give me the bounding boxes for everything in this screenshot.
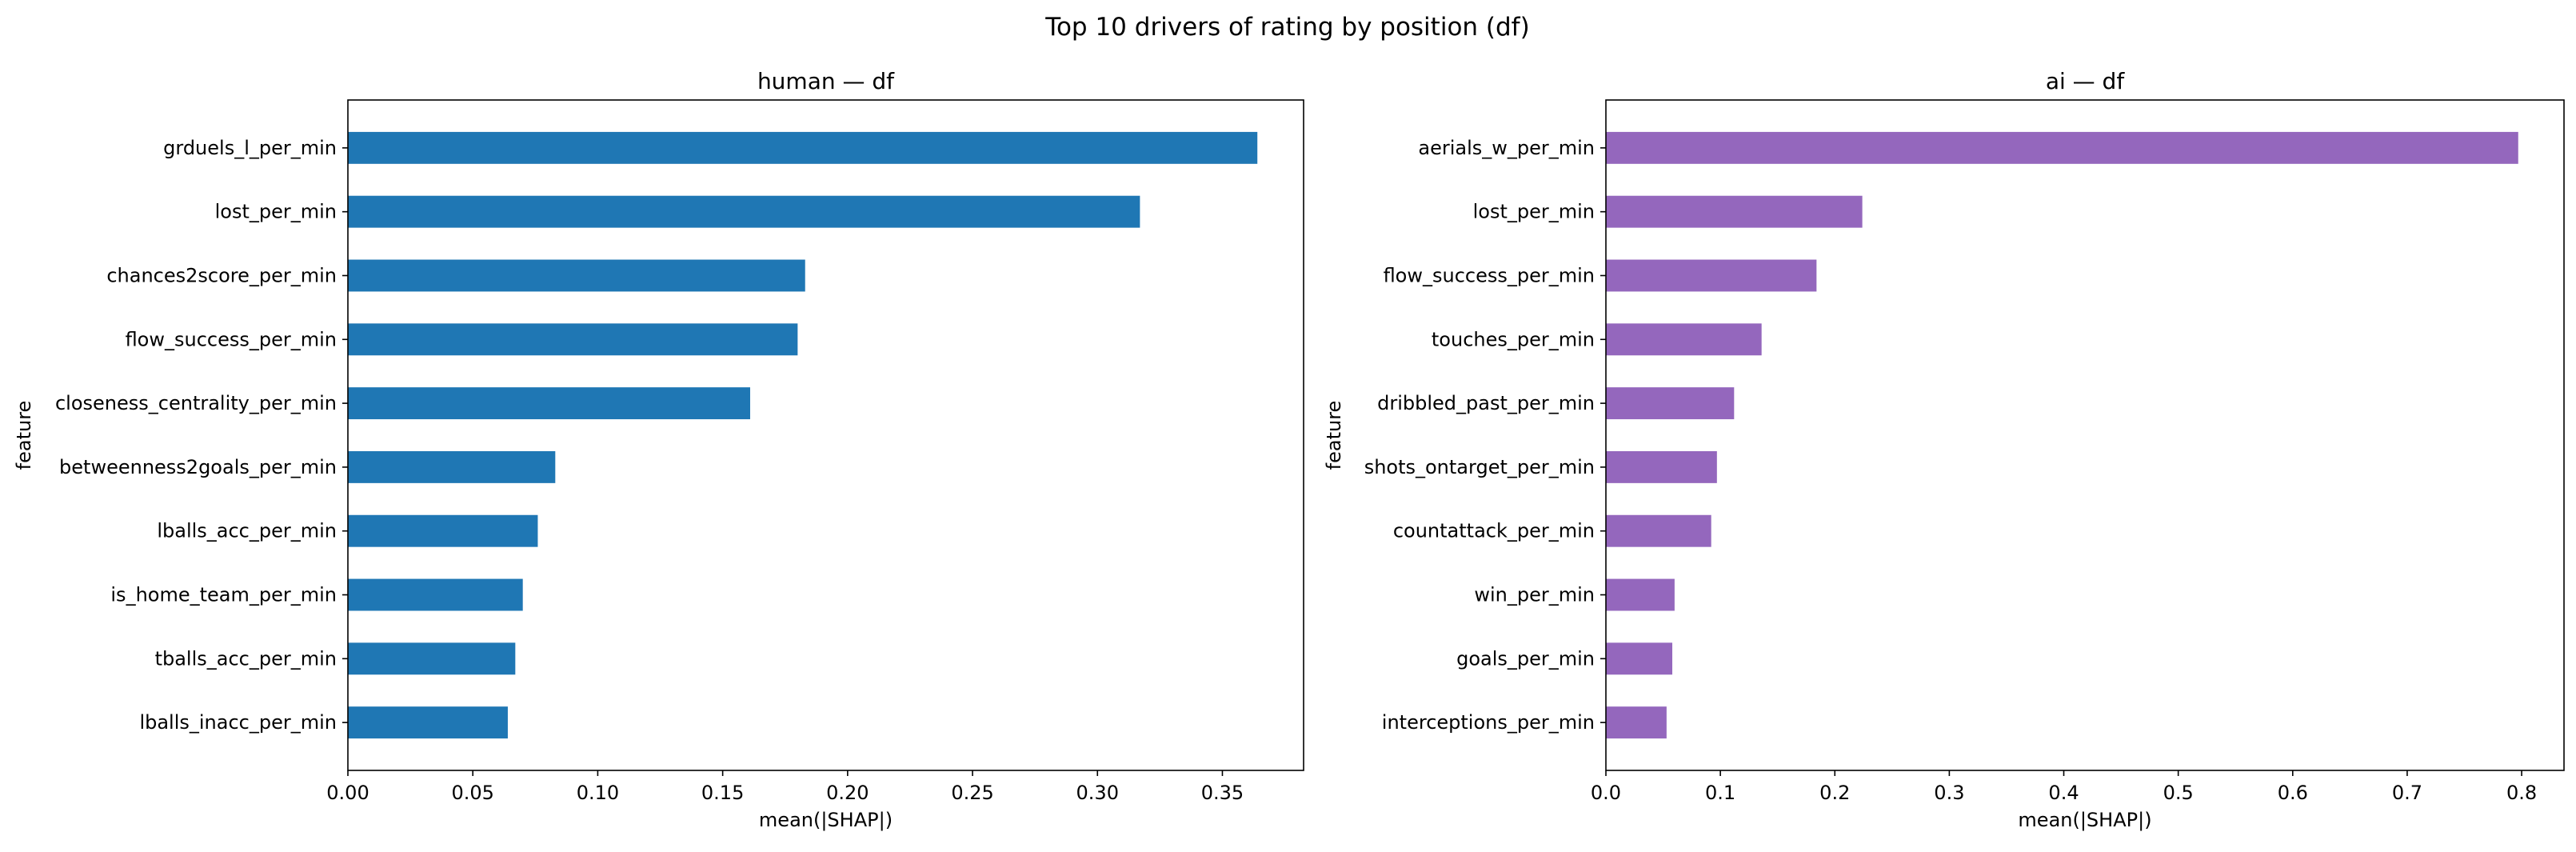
human-xtick-label: 0.10 <box>577 782 619 804</box>
ai-bar-dribbled-past-per-min <box>1606 387 1735 420</box>
ai-bar-countattack-per-min <box>1606 514 1711 547</box>
human-ytick-label: is_home_team_per_min <box>110 584 337 606</box>
ai-axes-frame <box>1605 99 2565 771</box>
ai-xtick-label: 0.8 <box>2506 782 2537 804</box>
ai-xtick-label: 0.6 <box>2278 782 2308 804</box>
ai-y-axis-label: feature <box>1323 401 1345 470</box>
ai-ytick-label: lost_per_min <box>1473 201 1595 223</box>
human-bar-lballs-acc-per-min <box>348 514 538 547</box>
ai-bar-aerials-w-per-min <box>1606 131 2518 164</box>
human-ytick-label: lballs_inacc_per_min <box>139 711 337 734</box>
ai-ytick-label: touches_per_min <box>1432 328 1595 350</box>
ai-bar-lost-per-min <box>1606 195 1863 228</box>
human-xtick-label: 0.15 <box>701 782 744 804</box>
ai-xtick-label: 0.2 <box>1819 782 1850 804</box>
human-ytick-label: grduels_l_per_min <box>163 137 337 159</box>
ai-xtick-label: 0.0 <box>1591 782 1621 804</box>
human-x-axis-label: mean(|SHAP|) <box>759 809 893 831</box>
human-xtick-label: 0.30 <box>1076 782 1119 804</box>
human-bar-flow-success-per-min <box>348 323 798 356</box>
human-xtick-label: 0.25 <box>951 782 993 804</box>
ai-bar-win-per-min <box>1606 578 1675 611</box>
ai-ytick-label: goals_per_min <box>1456 647 1595 670</box>
ai-bar-flow-success-per-min <box>1606 259 1817 292</box>
human-xtick-label: 0.35 <box>1201 782 1244 804</box>
ai-ytick-label: shots_ontarget_per_min <box>1364 456 1595 478</box>
human-bar-closeness-centrality-per-min <box>348 387 750 420</box>
human-bar-chances2score-per-min <box>348 259 805 292</box>
human-ytick-label: lballs_acc_per_min <box>157 520 337 542</box>
human-ytick-label: lost_per_min <box>215 201 337 223</box>
ai-xtick-label: 0.4 <box>2048 782 2079 804</box>
ai-xtick-label: 0.7 <box>2392 782 2422 804</box>
ai-ytick-label: dribbled_past_per_min <box>1377 392 1595 414</box>
ai-ytick-label: aerials_w_per_min <box>1418 137 1595 159</box>
human-ytick-label: flow_success_per_min <box>126 328 337 350</box>
human-y-axis-label: feature <box>13 401 35 470</box>
ai-ytick-label: flow_success_per_min <box>1384 264 1595 286</box>
ai-xtick-label: 0.1 <box>1705 782 1735 804</box>
human-panel: grduels_l_per_min lost_per_min chances2sco… <box>13 68 1304 831</box>
ai-x-axis-label: mean(|SHAP|) <box>2018 809 2151 831</box>
ai-ytick-label: countattack_per_min <box>1393 520 1595 542</box>
ai-bar-goals-per-min <box>1606 642 1673 675</box>
figure-suptitle: Top 10 drivers of rating by position (df… <box>1044 13 1529 42</box>
human-xtick-label: 0.20 <box>826 782 869 804</box>
ai-bar-interceptions-per-min <box>1606 706 1667 739</box>
human-ytick-label: closeness_centrality_per_min <box>55 392 337 414</box>
human-chart-title: human — df <box>757 68 895 94</box>
human-bar-lost-per-min <box>348 195 1140 228</box>
ai-chart-title: ai — df <box>2046 68 2126 94</box>
ai-bar-shots-ontarget-per-min <box>1606 450 1717 483</box>
ai-panel: aerials_w_per_min lost_per_min flow_succes… <box>1323 68 2565 831</box>
human-ytick-label: chances2score_per_min <box>106 264 337 286</box>
human-bar-is-home-team-per-min <box>348 578 523 611</box>
ai-bar-touches-per-min <box>1606 323 1762 356</box>
human-ytick-label: betweenness2goals_per_min <box>59 456 337 478</box>
ai-ytick-label: win_per_min <box>1474 584 1595 606</box>
human-bar-tballs-acc-per-min <box>348 642 516 675</box>
human-bar-betweenness2goals-per-min <box>348 450 556 483</box>
human-axes-frame <box>347 99 1304 771</box>
human-ytick-label: tballs_acc_per_min <box>155 647 337 670</box>
ai-xtick-label: 0.5 <box>2163 782 2194 804</box>
ai-ytick-label: interceptions_per_min <box>1382 711 1595 734</box>
human-bar-grduels-l-per-min <box>348 131 1258 164</box>
human-bar-lballs-inacc-per-min <box>348 706 508 739</box>
ai-xtick-label: 0.3 <box>1934 782 1964 804</box>
human-xtick-label: 0.00 <box>326 782 369 804</box>
human-xtick-label: 0.05 <box>451 782 493 804</box>
